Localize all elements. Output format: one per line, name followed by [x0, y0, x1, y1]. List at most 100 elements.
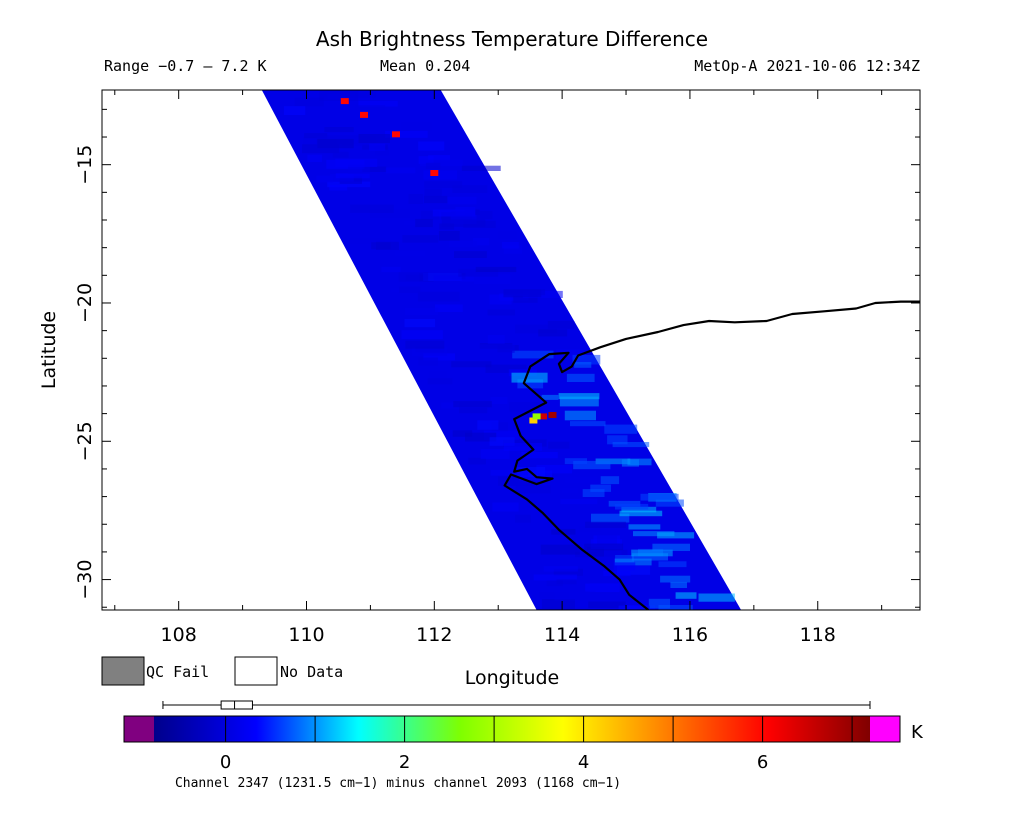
colorbar-tick-label: 2: [399, 752, 410, 773]
swath-pixel-block: [307, 154, 323, 163]
satellite-time-label: MetOp-A 2021-10-06 12:34Z: [694, 57, 920, 75]
swath-pixel-block: [349, 237, 385, 245]
colorbar-tick-label: 4: [578, 752, 589, 773]
swath-pixel-block: [376, 241, 399, 250]
swath-pixel-block: [657, 532, 695, 539]
swath-pixel-block: [425, 162, 441, 169]
x-tick-label: 114: [544, 624, 580, 646]
swath-pixel-block: [574, 362, 592, 368]
swath-pixel-block: [385, 167, 416, 174]
no-data-label: No Data: [280, 663, 343, 681]
swath-pixel-block: [648, 598, 670, 609]
swath-pixel-block: [556, 349, 584, 360]
mean-label: Mean 0.204: [380, 57, 470, 75]
swath-pixel-block: [548, 441, 570, 449]
swath-pixel-block: [564, 458, 587, 465]
swath-pixel-block: [424, 195, 448, 204]
swath-pixel-block: [589, 583, 621, 592]
y-axis-label: Latitude: [38, 311, 60, 389]
swath-pixel-block: [551, 528, 576, 535]
swath-pixel-block: [541, 599, 575, 609]
swath-pixel-block: [595, 458, 631, 465]
swath-pixel-block: [597, 535, 617, 545]
swath-pixel-block: [477, 420, 499, 430]
swath-pixel-block: [564, 410, 596, 421]
swath-pixel-block: [441, 219, 486, 227]
swath-pixel-block: [547, 321, 575, 329]
x-tick-label: 116: [672, 624, 708, 646]
swath-pixel-block: [433, 275, 474, 282]
hotspot-pixel: [529, 417, 538, 424]
x-tick-label: 108: [161, 624, 197, 646]
swath-pixel-block: [513, 295, 538, 303]
swath-pixel-block: [424, 181, 463, 188]
range-label: Range −0.7 – 7.2 K: [104, 57, 267, 75]
swath-pixel-block: [538, 592, 569, 599]
swath-pixel-block: [394, 250, 426, 257]
swath-pixel-block: [533, 574, 577, 581]
swath-pixel-block: [570, 421, 606, 427]
hotspot-pixel: [539, 413, 547, 420]
swath-pixel-block: [578, 526, 601, 533]
swath-pixel-block: [515, 485, 551, 494]
qc-fail-swatch: [101, 656, 145, 686]
swath-pixel-block: [613, 562, 636, 571]
swath-pixel-block: [619, 510, 663, 517]
swath-pixel-block: [512, 350, 554, 359]
swath-pixel-block: [612, 442, 650, 448]
y-tick-label: −25: [74, 421, 96, 461]
swath-pixel-block: [448, 240, 478, 248]
swath-pixel-block: [468, 457, 486, 465]
hotspot-pixel: [430, 170, 439, 176]
hotspot-pixel: [532, 413, 541, 420]
swath-pixel-block: [584, 543, 624, 551]
swath-pixel-block: [335, 173, 370, 179]
swath-texture: [283, 91, 735, 610]
swath-pixel-block: [324, 127, 354, 133]
swath-pixel-block: [358, 100, 398, 107]
swath-pixel-block: [490, 396, 508, 405]
x-tick-label: 112: [416, 624, 452, 646]
swath-pixel-block: [374, 146, 389, 156]
swath-pixel-block: [348, 164, 370, 174]
y-axis: −15 −20 −25 −30: [74, 108, 920, 608]
swath-pixel-block: [438, 230, 460, 241]
swath-pixel-block: [475, 266, 517, 273]
swath-pixel-block: [621, 459, 639, 467]
swath-pixel-block: [472, 237, 490, 246]
colorbar-caption: Channel 2347 (1231.5 cm−1) minus channel…: [175, 776, 621, 791]
swath-pixel-block: [335, 158, 378, 167]
swath-pixel-block: [327, 181, 371, 188]
swath-pixel-block: [603, 570, 631, 577]
swath-pixel-block: [432, 209, 476, 217]
swath-pixel-block: [541, 394, 559, 400]
chart-title: Ash Brightness Temperature Difference: [316, 27, 708, 51]
swath-pixel-block: [660, 575, 691, 583]
swath-pixel-block: [633, 531, 675, 537]
qc-fail-label: QC Fail: [146, 663, 209, 681]
swath-pixel-block: [428, 371, 448, 379]
swath-pixel-block: [590, 484, 611, 492]
swath-pixel-block: [503, 443, 542, 451]
swath-pixel-block: [332, 151, 349, 158]
swath-pixel-block: [501, 241, 519, 249]
colorbar-frame: [123, 715, 901, 743]
swath-pixel-block: [521, 452, 558, 459]
swath-pixel-block: [628, 524, 661, 530]
swath-pixel-block: [675, 592, 697, 599]
swath-pixel-block: [497, 231, 517, 239]
swath-pixel-block: [434, 304, 463, 313]
swath-pixel-block: [607, 435, 628, 445]
swath-pixel-block: [459, 407, 488, 414]
colorbar-tick-label: 0: [220, 752, 231, 773]
swath-pixel-block: [572, 354, 601, 365]
swath-pixel-block: [450, 214, 477, 224]
swath-pixel-block: [405, 340, 445, 349]
swath-pixel-block: [302, 144, 340, 154]
swath-pixel-block: [540, 544, 580, 555]
swath-pixel-block: [538, 329, 568, 337]
swath-pixel-block: [489, 437, 515, 446]
swath-pixel-block: [461, 165, 501, 171]
x-tick-label: 110: [288, 624, 324, 646]
